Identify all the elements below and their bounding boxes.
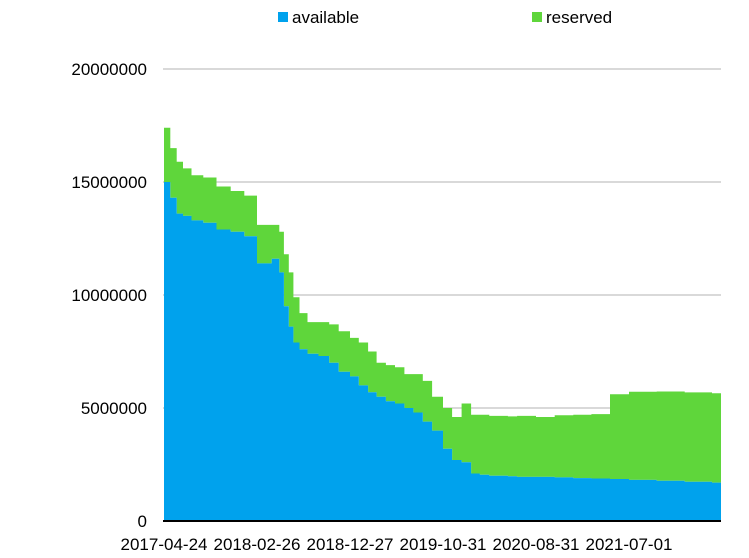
x-tick-label: 2019-10-31 [400, 535, 487, 554]
y-tick-label: 10000000 [71, 286, 147, 305]
x-tick-label: 2018-02-26 [214, 535, 301, 554]
y-tick-label: 20000000 [71, 60, 147, 79]
area-series-available [164, 182, 721, 521]
legend-label-available: available [292, 8, 359, 27]
x-tick-label: 2018-12-27 [307, 535, 394, 554]
y-tick-label: 15000000 [71, 173, 147, 192]
y-axis-tick-labels: 0 5000000 10000000 15000000 20000000 [71, 60, 147, 531]
legend-swatch-available [278, 12, 288, 22]
y-tick-label: 0 [138, 512, 147, 531]
area-series-reserved [164, 127, 721, 485]
x-axis-tick-labels: 2017-04-24 2018-02-26 2018-12-27 2019-10-31… [121, 535, 673, 554]
legend-swatch-reserved [532, 12, 542, 22]
x-tick-label: 2020-08-31 [493, 535, 580, 554]
x-tick-label: 2017-04-24 [121, 535, 208, 554]
y-tick-label: 5000000 [81, 399, 147, 418]
plot-areas [164, 127, 721, 521]
legend: available reserved [278, 8, 612, 27]
legend-label-reserved: reserved [546, 8, 612, 27]
x-tick-label: 2021-07-01 [586, 535, 673, 554]
